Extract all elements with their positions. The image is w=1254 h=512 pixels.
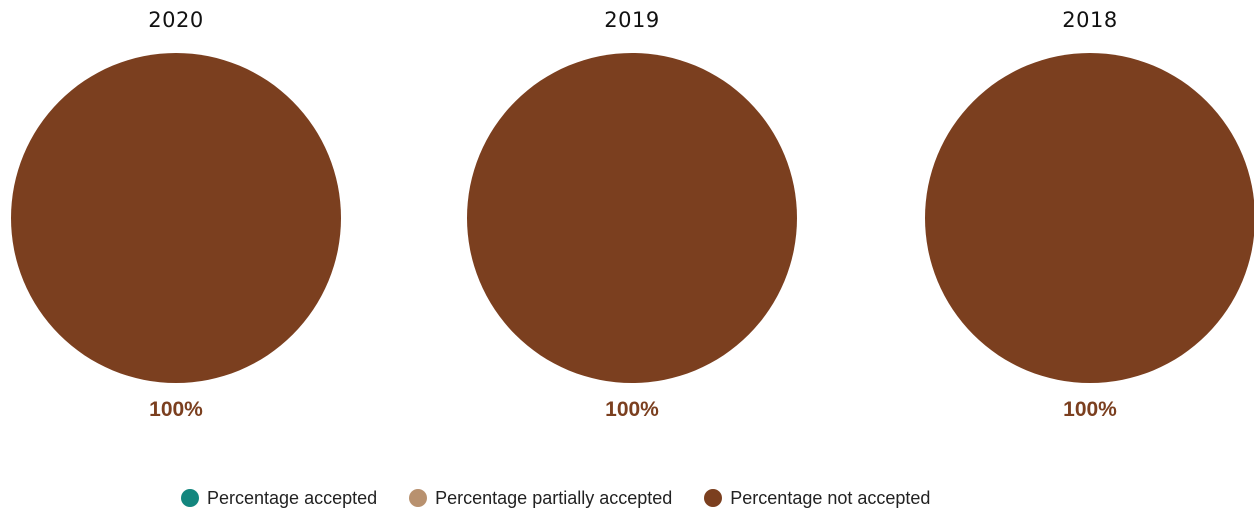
pie-slice-percentage-not-accepted	[925, 53, 1254, 383]
pie-svg-2019	[467, 53, 797, 383]
data-label: 100%	[149, 398, 203, 421]
pie-chart-2019: 2019 100%	[462, 0, 802, 440]
legend-swatch	[409, 489, 428, 507]
chart-title: 2018	[1062, 8, 1118, 32]
pie-svg-2020	[11, 53, 341, 383]
legend-swatch	[704, 489, 723, 507]
chart-title: 2019	[604, 8, 660, 32]
data-label: 100%	[605, 398, 659, 421]
legend-label: Percentage accepted	[207, 487, 378, 508]
legend-item-partially-accepted: Percentage partially accepted	[409, 488, 672, 509]
pie-chart-2020: 2020 100%	[6, 0, 346, 440]
legend-label: Percentage partially accepted	[435, 487, 673, 508]
pie-slice-percentage-not-accepted	[11, 53, 341, 383]
chart-title: 2020	[148, 8, 204, 32]
data-label: 100%	[1063, 398, 1117, 421]
legend-label: Percentage not accepted	[730, 487, 931, 508]
legend-item-not-accepted: Percentage not accepted	[704, 488, 930, 509]
pie-svg-2018	[925, 53, 1254, 383]
legend-item-accepted: Percentage accepted	[181, 488, 377, 509]
pie-chart-2018: 2018 100%	[920, 0, 1254, 440]
legend-swatch	[181, 489, 199, 507]
pie-slice-percentage-not-accepted	[467, 53, 797, 383]
legend: Percentage accepted Percentage partially…	[181, 486, 962, 510]
